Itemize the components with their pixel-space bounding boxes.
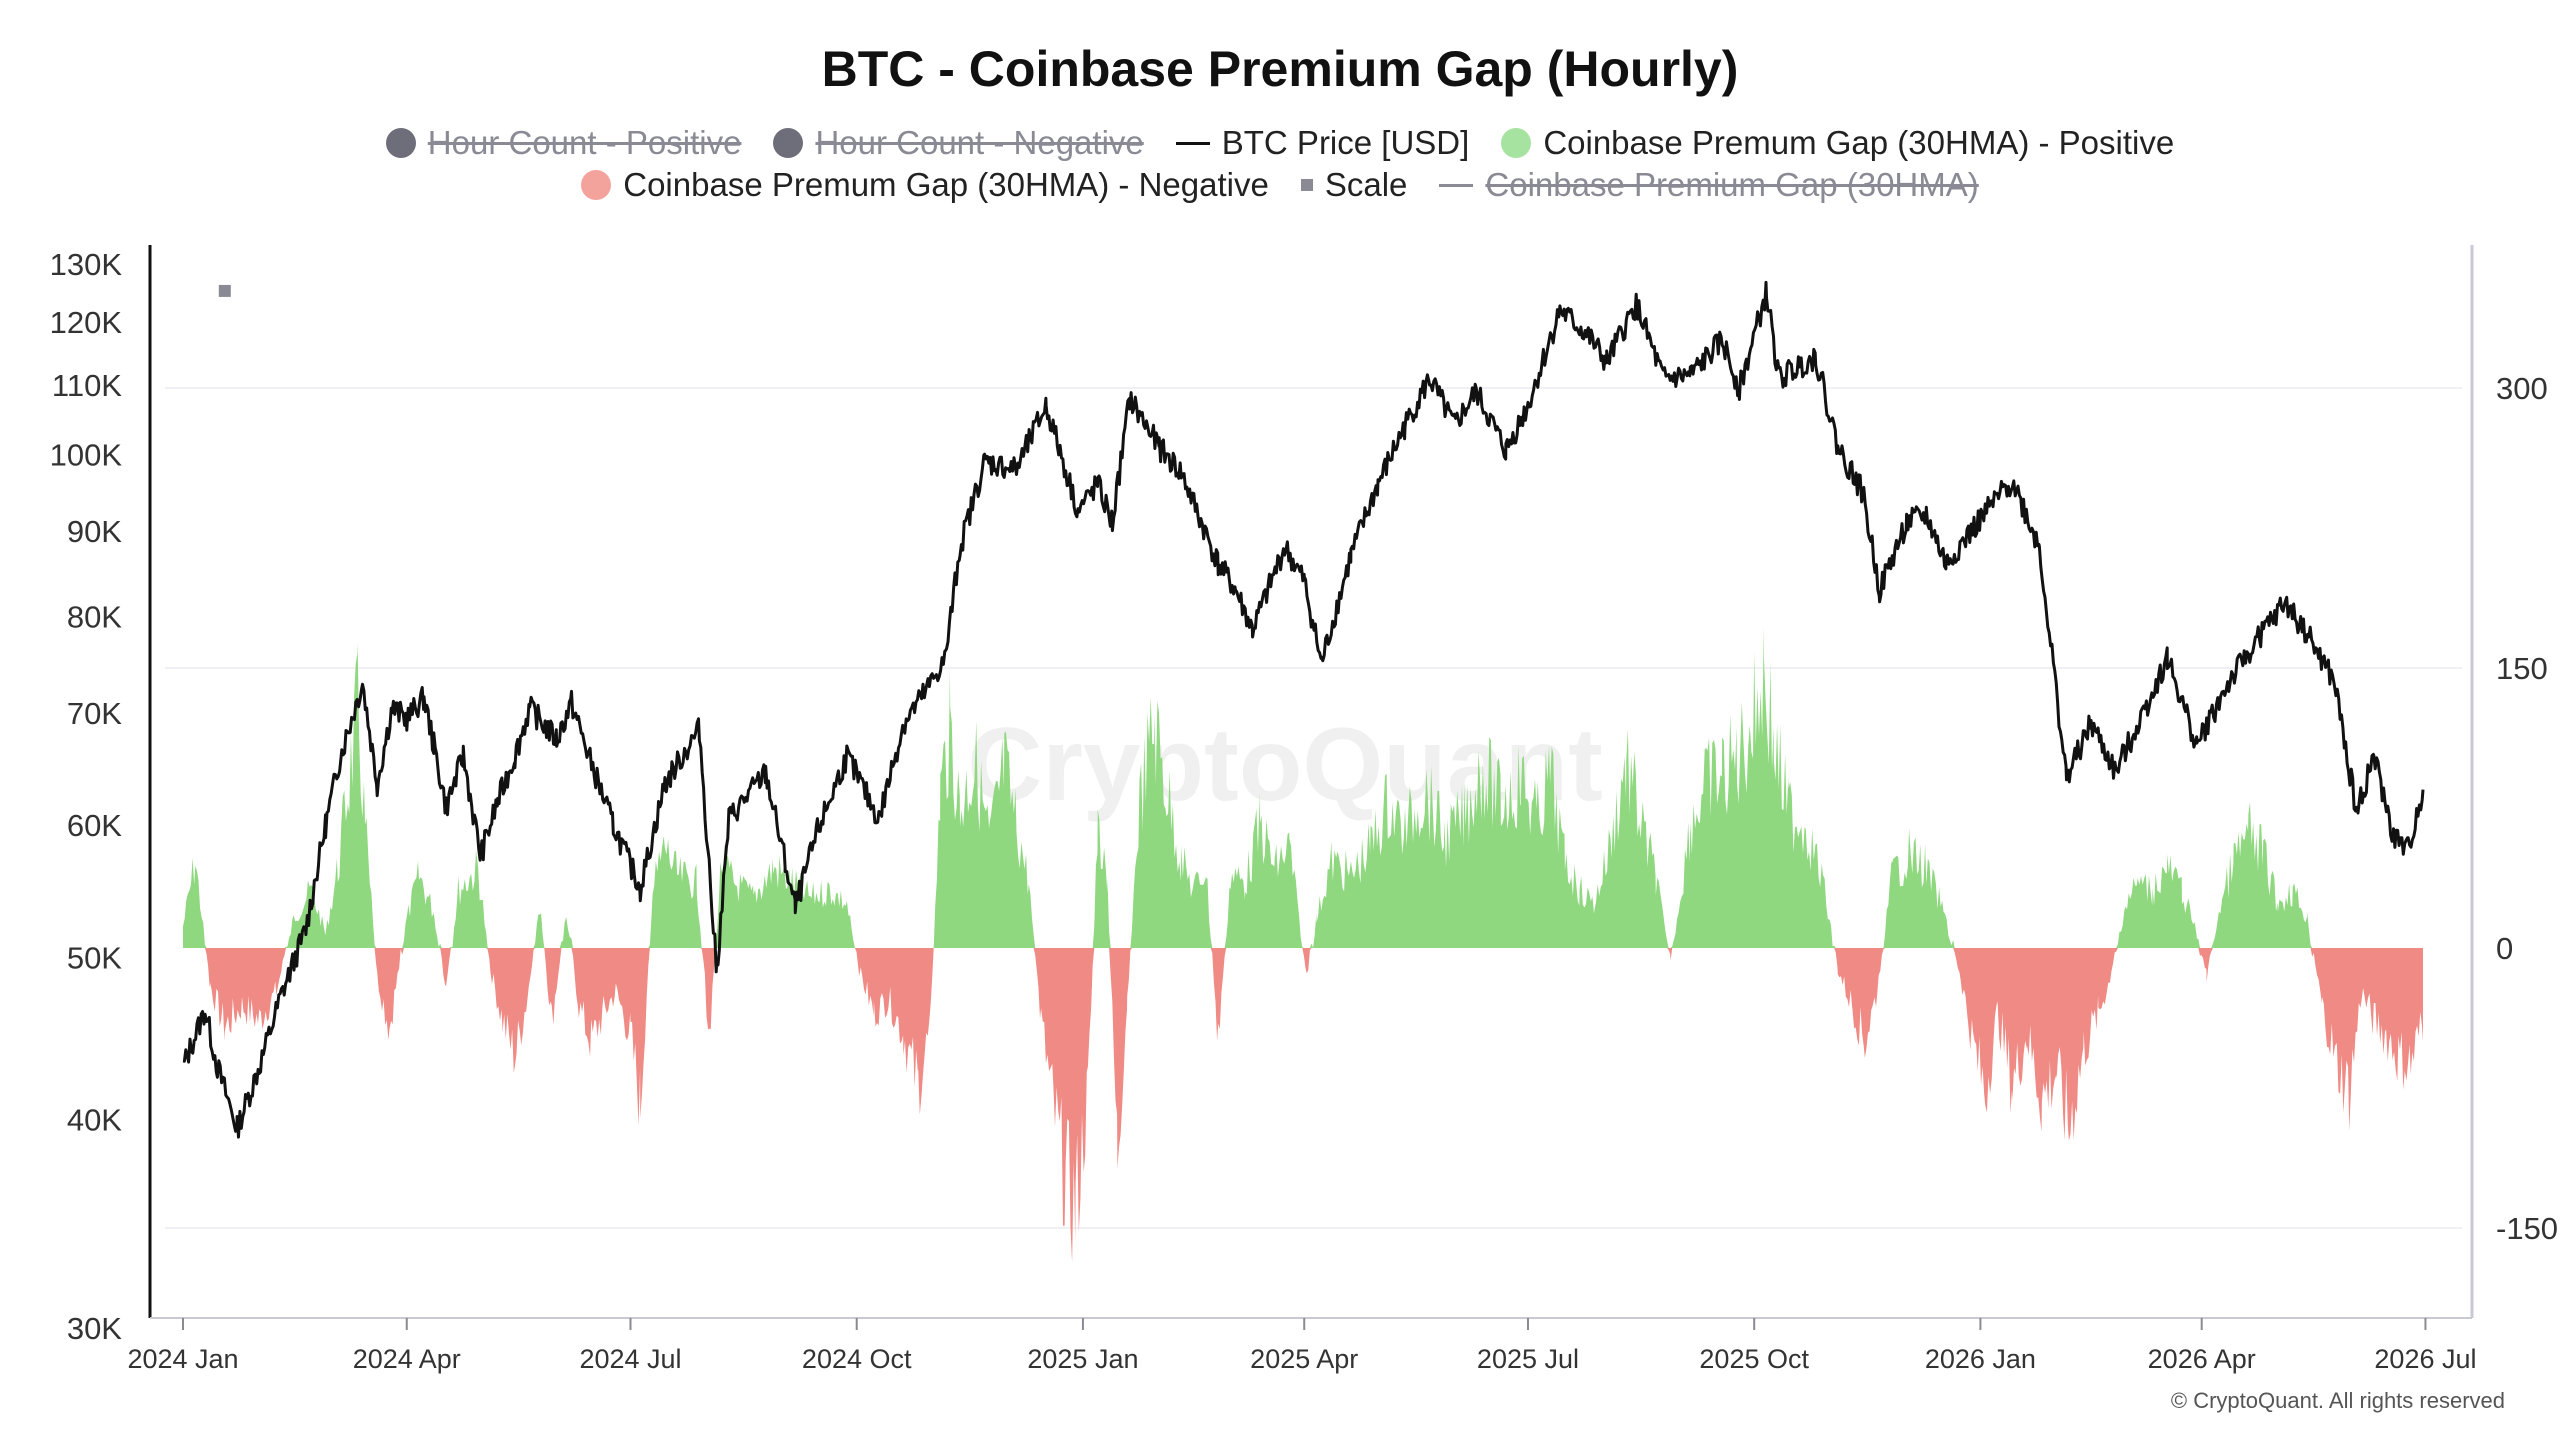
right-tick-label: -150 — [2496, 1211, 2558, 1246]
left-tick-label: 30K — [67, 1311, 122, 1346]
x-tick-label: 2024 Jan — [127, 1344, 238, 1374]
legend-swatch — [581, 170, 612, 200]
left-tick-label: 70K — [67, 696, 122, 731]
right-tick-label: 0 — [2496, 931, 2513, 966]
x-axis-ticks: 2024 Jan 2024 Apr 2024 Jul 2024 Oct 2025 Jan… — [127, 1318, 2477, 1374]
legend-row-2: Coinbase Premum Gap (30HMA) - Negative Sc… — [0, 166, 2560, 204]
right-axis-ticks: 300 150 0 -150 — [2496, 371, 2558, 1246]
legend-label: Coinbase Premum Gap (30HMA) - Negative — [623, 166, 1269, 203]
premium-gap-area — [183, 625, 2423, 1263]
legend-item[interactable]: BTC Price [USD] — [1175, 124, 1470, 162]
left-tick-label: 40K — [67, 1102, 122, 1137]
left-tick-label: 50K — [67, 940, 122, 975]
axes — [148, 245, 2474, 1319]
legend-swatch — [1300, 179, 1313, 191]
x-tick-label: 2025 Jul — [1477, 1344, 1579, 1374]
legend-label: Coinbase Premum Gap (30HMA) - Positive — [1543, 124, 2175, 161]
btc-price-line — [182, 280, 2425, 1139]
x-tick-label: 2026 Jan — [1925, 1344, 2036, 1374]
legend-item[interactable]: Hour Count - Negative — [773, 124, 1144, 162]
legend-item[interactable]: Coinbase Premium Gap (30HMA) — [1439, 166, 1979, 204]
legend-label: Hour Count - Positive — [427, 124, 742, 161]
x-tick-label: 2026 Apr — [2148, 1344, 2256, 1374]
x-tick-label: 2024 Oct — [802, 1344, 912, 1374]
x-tick-label: 2025 Apr — [1250, 1344, 1358, 1374]
left-tick-label: 100K — [50, 437, 123, 472]
legend-label: Hour Count - Negative — [815, 124, 1144, 161]
left-tick-label: 110K — [52, 368, 122, 403]
left-tick-label: 120K — [50, 305, 123, 340]
legend-swatch — [1501, 128, 1532, 158]
chart-title: BTC - Coinbase Premium Gap (Hourly) — [821, 41, 1739, 97]
left-tick-label: 90K — [67, 514, 122, 549]
legend-item[interactable]: Coinbase Premum Gap (30HMA) - Positive — [1501, 124, 2174, 162]
legend-swatch — [385, 128, 416, 158]
legend-swatch — [1175, 141, 1210, 145]
scale-marker — [218, 284, 231, 297]
watermark: CryptoQuant — [967, 707, 1603, 823]
legend-item[interactable]: Coinbase Premum Gap (30HMA) - Negative — [581, 166, 1269, 204]
copyright-credit: © CryptoQuant. All rights reserved — [2170, 1388, 2505, 1413]
legend-item[interactable]: Scale — [1300, 166, 1408, 204]
x-tick-label: 2024 Apr — [353, 1344, 461, 1374]
left-axis-ticks: 30K 40K 50K 60K 70K 80K 90K 100K 110K 120K 130K — [50, 247, 123, 1346]
left-tick-label: 130K — [50, 247, 123, 282]
x-tick-label: 2025 Jan — [1027, 1344, 1138, 1374]
grid-lines — [165, 387, 2462, 1229]
x-tick-label: 2024 Jul — [579, 1344, 681, 1374]
legend-label: Coinbase Premium Gap (30HMA) — [1485, 166, 1979, 203]
scale-marker-square — [218, 284, 231, 297]
legend-swatch — [773, 128, 804, 158]
x-tick-label: 2025 Oct — [1699, 1344, 1809, 1374]
left-tick-label: 80K — [67, 599, 122, 634]
legend-label: BTC Price [USD] — [1221, 124, 1470, 161]
premium-gap-positive-area — [183, 625, 2423, 948]
premium-gap-negative-area — [183, 948, 2423, 1263]
legend-swatch — [1439, 183, 1474, 187]
legend-row-1: Hour Count - Positive Hour Count - Negati… — [0, 124, 2560, 162]
btc-price-series — [182, 280, 2425, 1139]
left-tick-label: 60K — [67, 808, 122, 843]
right-tick-label: 300 — [2496, 371, 2548, 406]
x-tick-label: 2026 Jul — [2374, 1344, 2476, 1374]
legend-item[interactable]: Hour Count - Positive — [385, 124, 742, 162]
right-tick-label: 150 — [2496, 651, 2548, 686]
legend-label: Scale — [1324, 166, 1408, 203]
